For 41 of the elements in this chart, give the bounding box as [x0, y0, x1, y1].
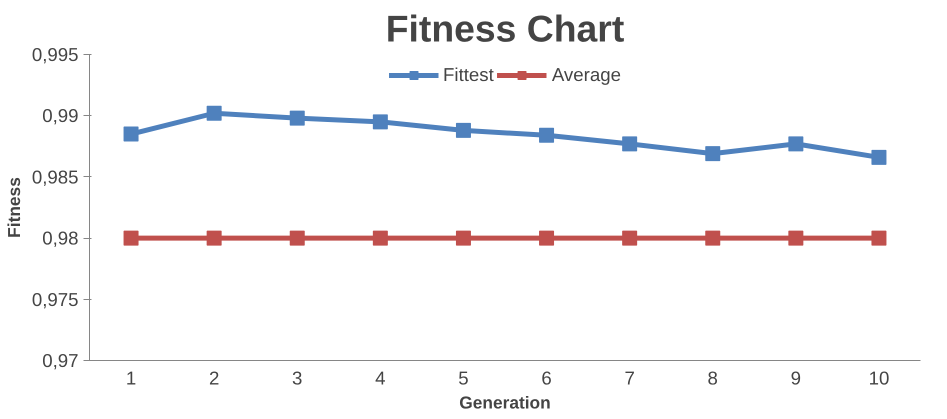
- x-tick-label: 9: [790, 368, 802, 388]
- legend-label: Average: [552, 64, 621, 86]
- point: [871, 230, 886, 246]
- y-tick-label: 0,995: [32, 44, 78, 65]
- y-axis-title: Fitness: [4, 177, 24, 238]
- chart-title: Fitness Chart: [386, 8, 624, 50]
- x-tick-label: 1: [126, 368, 136, 388]
- y-tick-label: 0,98: [42, 228, 78, 249]
- x-tick-label: 6: [541, 368, 552, 388]
- point: [290, 110, 305, 126]
- x-tick-label: 8: [708, 368, 718, 388]
- point: [705, 146, 720, 162]
- point: [622, 136, 638, 152]
- x-tick-label: 7: [624, 368, 635, 388]
- point: [372, 114, 388, 130]
- point: [788, 230, 804, 246]
- point: [622, 230, 638, 246]
- point: [290, 230, 305, 246]
- x-tick-label: 2: [208, 368, 220, 388]
- point: [705, 230, 720, 246]
- point: [124, 126, 139, 142]
- y-tick-label: 0,97: [42, 350, 78, 371]
- point: [456, 230, 471, 246]
- point: [206, 230, 222, 246]
- point: [456, 122, 471, 138]
- x-axis-title: Generation: [459, 392, 551, 412]
- point: [206, 106, 222, 121]
- legend-label: Fittest: [443, 64, 494, 86]
- point: [788, 136, 804, 152]
- y-tick-label: 0,99: [42, 105, 78, 126]
- point: [539, 230, 554, 246]
- y-tick-label: 0,975: [32, 288, 78, 310]
- y-tick-label: 0,985: [32, 166, 78, 188]
- x-tick-label: 10: [868, 368, 890, 388]
- point: [539, 128, 554, 143]
- point: [372, 230, 388, 246]
- point: [871, 150, 886, 165]
- x-tick-label: 5: [458, 368, 469, 388]
- point: [124, 230, 139, 246]
- x-tick-label: 4: [375, 368, 386, 388]
- x-tick-label: 3: [292, 368, 302, 388]
